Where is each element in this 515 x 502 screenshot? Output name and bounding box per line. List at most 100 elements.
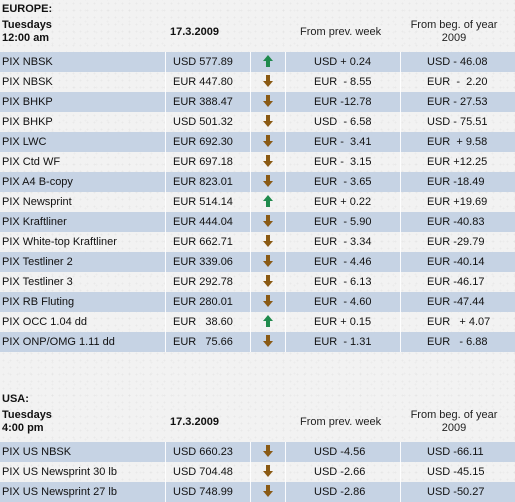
column-separator [400,92,401,112]
arrow-up-icon [261,52,275,72]
year-change-cell: EUR + 4.07 [427,316,491,328]
product-name: PIX Newsprint [2,196,72,208]
usa-time-label: 4:00 pm [2,422,44,434]
usa-region-label: USA: [2,393,29,405]
column-separator [400,232,401,252]
column-separator [250,312,251,332]
table-row: PIX NBSK USD 577.89 USD + 0.24 USD - 46.08 [0,52,515,72]
usa-day-time: Tuesdays 4:00 pm [2,409,52,435]
column-separator [250,272,251,292]
column-separator [165,272,166,292]
usa-col-year-line2: 2009 [441,422,467,434]
table-row: PIX BHKP EUR 388.47 EUR -12.78 EUR - 27.53 [0,92,515,112]
arrow-down-icon [261,172,275,192]
arrow-down-icon [261,252,275,272]
year-change-cell: EUR - 6.88 [427,336,488,348]
arrow-down-icon [261,462,275,482]
column-separator [165,252,166,272]
europe-day-label: Tuesdays [2,19,52,31]
column-separator [285,212,286,232]
product-name: PIX US Newsprint 30 lb [2,466,117,478]
europe-col-year-line2: 2009 [441,32,467,44]
arrow-down-icon [261,332,275,352]
column-separator [285,442,286,462]
column-separator [285,132,286,152]
column-separator [285,482,286,502]
product-name: PIX US NBSK [2,446,72,458]
column-separator [250,292,251,312]
product-name: PIX NBSK [2,56,53,68]
arrow-down-icon [261,232,275,252]
price-cell: USD 501.32 [173,116,233,128]
usa-col-year: From beg. of year 2009 [402,409,506,435]
year-change-cell: EUR + 9.58 [427,136,488,148]
table-row: PIX Kraftliner EUR 444.04 EUR - 5.90 EUR -4… [0,212,515,232]
column-separator [285,312,286,332]
europe-section: EUROPE: Tuesdays 12:00 am 17.3.2009 From… [0,2,515,352]
price-cell: EUR 280.01 [173,296,233,308]
column-separator [285,292,286,312]
year-change-cell: EUR -29.79 [427,236,485,248]
column-separator [165,442,166,462]
europe-time-label: 12:00 am [2,32,50,44]
column-separator [285,272,286,292]
column-separator [165,112,166,132]
product-name: PIX BHKP [2,96,53,108]
week-change-cell: EUR - 6.13 [314,276,372,288]
arrow-down-icon [261,272,275,292]
table-row: PIX US Newsprint 27 lb USD 748.99 USD -2.8… [0,482,515,502]
table-row: PIX NBSK EUR 447.80 EUR - 8.55 EUR - 2.20 [0,72,515,92]
column-separator [250,132,251,152]
europe-col-year-line1: From beg. of year [410,19,498,31]
column-separator [400,132,401,152]
week-change-cell: EUR + 0.15 [314,316,372,328]
year-change-cell: EUR -18.49 [427,176,485,188]
column-separator [400,272,401,292]
arrow-down-icon [261,112,275,132]
table-row: PIX BHKP USD 501.32 USD - 6.58 USD - 75.51 [0,112,515,132]
column-separator [165,482,166,502]
price-cell: EUR 692.30 [173,136,233,148]
price-cell: EUR 292.78 [173,276,233,288]
column-separator [400,212,401,232]
column-separator [400,312,401,332]
year-change-cell: USD -66.11 [427,446,484,458]
column-separator [400,332,401,352]
usa-col-week: From prev. week [300,416,382,428]
column-separator [400,52,401,72]
week-change-cell: EUR - 5.90 [314,216,372,228]
product-name: PIX BHKP [2,116,53,128]
week-change-cell: USD -4.56 [314,446,366,458]
column-separator [400,482,401,502]
week-change-cell: EUR -12.78 [314,96,372,108]
column-separator [250,252,251,272]
usa-section: USA: Tuesdays 4:00 pm 17.3.2009 From pre… [0,392,515,502]
europe-region-label: EUROPE: [2,3,53,15]
product-name: PIX LWC [2,136,47,148]
column-separator [400,442,401,462]
column-separator [400,192,401,212]
price-cell: EUR 514.14 [173,196,233,208]
usa-header: Tuesdays 4:00 pm 17.3.2009 From prev. we… [0,406,515,442]
price-cell: EUR 447.80 [173,76,233,88]
column-separator [165,462,166,482]
year-change-cell: EUR -40.83 [427,216,485,228]
year-change-cell: USD - 46.08 [427,56,488,68]
column-separator [250,192,251,212]
price-cell: EUR 38.60 [173,316,233,328]
arrow-down-icon [261,92,275,112]
price-cell: EUR 339.06 [173,256,233,268]
column-separator [165,212,166,232]
week-change-cell: EUR - 3.15 [314,156,372,168]
column-separator [400,112,401,132]
product-name: PIX Kraftliner [2,216,67,228]
table-row: PIX ONP/OMG 1.11 dd EUR 75.66 EUR - 1.31 EU… [0,332,515,352]
week-change-cell: EUR - 3.65 [314,176,372,188]
column-separator [250,442,251,462]
product-name: PIX US Newsprint 27 lb [2,486,117,498]
europe-table: PIX NBSK USD 577.89 USD + 0.24 USD - 46.08 P… [0,52,515,352]
week-change-cell: EUR + 0.22 [314,196,372,208]
column-separator [285,172,286,192]
column-separator [400,252,401,272]
column-separator [165,92,166,112]
